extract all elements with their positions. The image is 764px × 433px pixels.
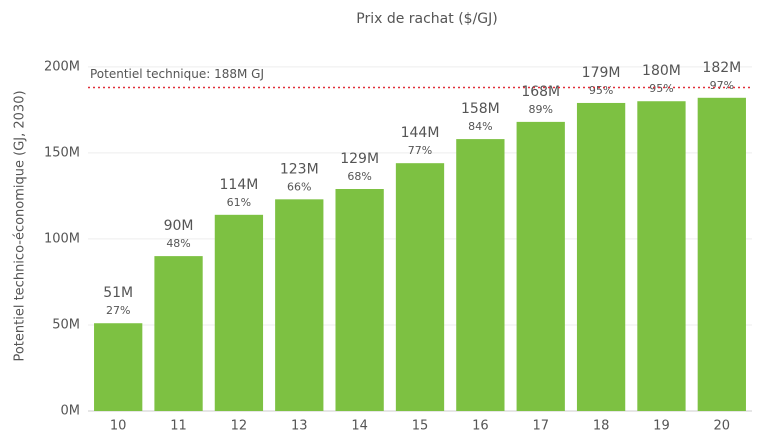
x-tick-label: 13 bbox=[291, 419, 308, 433]
value-label: 129M bbox=[340, 151, 379, 167]
x-tick-label: 18 bbox=[593, 419, 610, 433]
y-tick-label: 150M bbox=[44, 145, 80, 160]
y-axis-label: Potentiel technico-économique (GJ, 2030) bbox=[13, 90, 28, 361]
x-tick-label: 15 bbox=[412, 419, 429, 433]
bar bbox=[214, 214, 264, 411]
value-label: 168M bbox=[521, 84, 560, 100]
bar bbox=[697, 97, 746, 411]
share-label: 95% bbox=[649, 82, 673, 95]
share-label: 48% bbox=[166, 237, 190, 250]
bar bbox=[275, 199, 324, 411]
x-tick-label: 20 bbox=[714, 419, 731, 433]
value-label: 158M bbox=[461, 101, 500, 117]
bar bbox=[456, 139, 505, 411]
value-label: 90M bbox=[164, 218, 194, 234]
share-label: 84% bbox=[468, 120, 492, 133]
bar bbox=[637, 101, 686, 412]
y-tick-label: 100M bbox=[44, 231, 80, 246]
share-label: 61% bbox=[227, 196, 251, 209]
chart-title: Prix de rachat ($/GJ) bbox=[356, 11, 497, 27]
x-tick-label: 12 bbox=[231, 419, 248, 433]
x-tick-label: 14 bbox=[351, 419, 368, 433]
value-label: 180M bbox=[642, 63, 681, 79]
value-label: 51M bbox=[103, 285, 133, 301]
y-tick-label: 50M bbox=[52, 317, 80, 332]
y-tick-label: 0M bbox=[61, 404, 81, 419]
bar bbox=[154, 256, 203, 411]
value-label: 114M bbox=[220, 177, 259, 193]
x-tick-label: 16 bbox=[472, 419, 489, 433]
value-label: 123M bbox=[280, 161, 319, 177]
share-label: 89% bbox=[529, 103, 553, 116]
x-tick-label: 11 bbox=[170, 419, 187, 433]
share-label: 97% bbox=[710, 79, 734, 92]
share-label: 68% bbox=[347, 170, 371, 183]
share-label: 77% bbox=[408, 144, 432, 157]
share-label: 27% bbox=[106, 304, 130, 317]
share-label: 95% bbox=[589, 84, 613, 97]
value-label: 179M bbox=[582, 65, 621, 81]
value-label: 144M bbox=[401, 125, 440, 141]
bar bbox=[335, 189, 384, 411]
share-label: 66% bbox=[287, 180, 311, 193]
bar bbox=[516, 121, 565, 411]
bar bbox=[94, 323, 143, 411]
reference-label: Potentiel technique: 188M GJ bbox=[90, 67, 264, 81]
x-tick-label: 17 bbox=[532, 419, 549, 433]
x-tick-label: 19 bbox=[653, 419, 670, 433]
bar bbox=[576, 102, 626, 411]
bar bbox=[395, 163, 445, 411]
y-tick-label: 200M bbox=[44, 59, 80, 74]
x-tick-label: 10 bbox=[110, 419, 127, 433]
value-label: 182M bbox=[702, 60, 741, 76]
